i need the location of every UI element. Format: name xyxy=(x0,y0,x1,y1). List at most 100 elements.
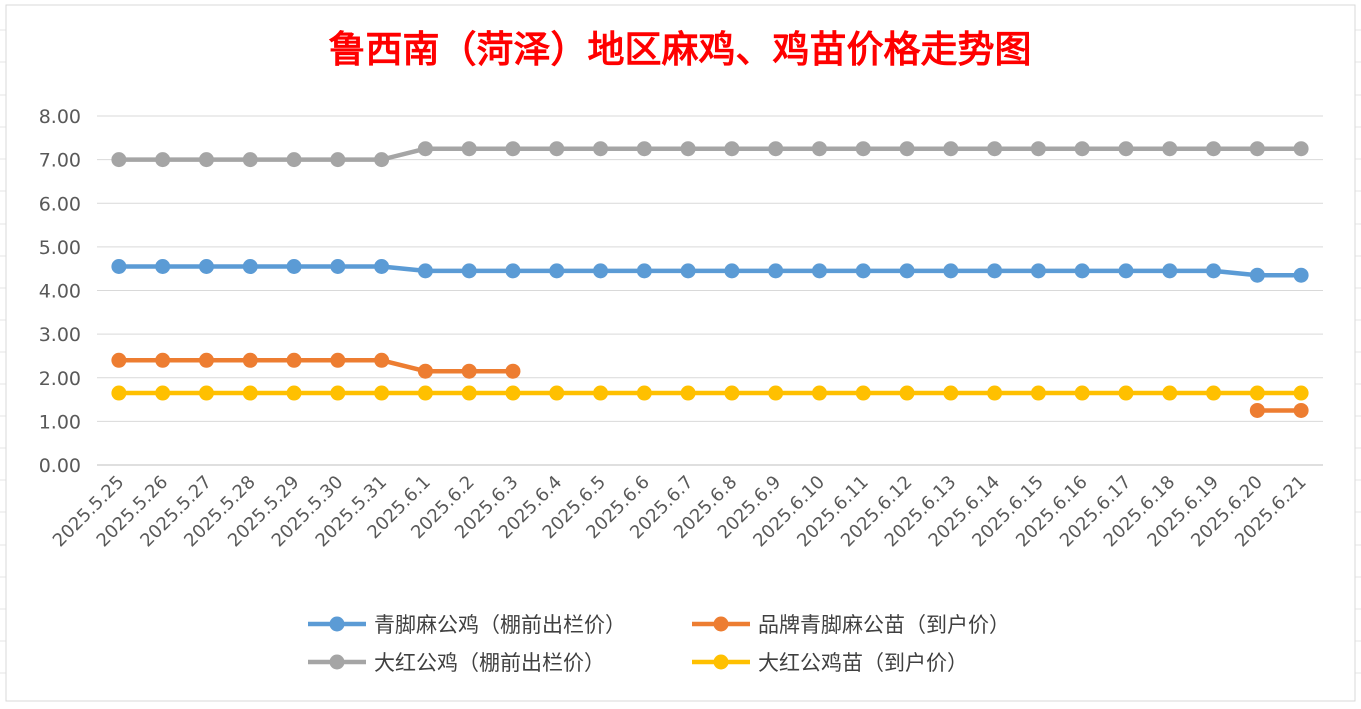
data-point-0 xyxy=(286,259,302,275)
data-point-3 xyxy=(1030,385,1046,401)
y-tick-label: 6.00 xyxy=(39,193,81,215)
legend-marker-3 xyxy=(713,654,729,670)
data-point-3 xyxy=(1074,385,1090,401)
data-point-3 xyxy=(549,385,565,401)
legend-marker-0 xyxy=(329,616,345,632)
y-tick-label: 5.00 xyxy=(39,237,81,259)
data-point-0 xyxy=(1030,263,1046,279)
data-point-3 xyxy=(417,385,433,401)
data-point-3 xyxy=(155,385,171,401)
y-axis-tick-labels: 0.00 1.00 2.00 3.00 4.00 5.00 6.00 7.00 8.00 xyxy=(39,106,81,477)
data-point-2 xyxy=(636,141,652,157)
data-point-0 xyxy=(111,259,127,275)
data-point-3 xyxy=(505,385,521,401)
data-point-0 xyxy=(1249,267,1265,283)
data-point-3 xyxy=(680,385,696,401)
y-tick-label: 3.00 xyxy=(39,324,81,346)
data-point-3 xyxy=(1293,385,1309,401)
data-point-2 xyxy=(505,141,521,157)
data-point-2 xyxy=(1249,141,1265,157)
data-point-0 xyxy=(417,263,433,279)
y-tick-label: 7.00 xyxy=(39,150,81,172)
data-point-0 xyxy=(768,263,784,279)
data-point-0 xyxy=(198,259,214,275)
data-point-1 xyxy=(374,352,390,368)
data-point-0 xyxy=(549,263,565,279)
data-point-0 xyxy=(943,263,959,279)
data-point-1 xyxy=(461,363,477,379)
data-point-3 xyxy=(768,385,784,401)
data-point-0 xyxy=(593,263,609,279)
data-point-3 xyxy=(636,385,652,401)
data-point-3 xyxy=(593,385,609,401)
data-point-0 xyxy=(155,259,171,275)
data-point-0 xyxy=(636,263,652,279)
legend: 青脚麻公鸡（棚前出栏价） 品牌青脚麻公苗（到户价） 大红公鸡（棚前出栏价） 大红公鸡苗… xyxy=(308,613,1010,675)
data-point-2 xyxy=(811,141,827,157)
data-point-0 xyxy=(1074,263,1090,279)
data-point-3 xyxy=(1118,385,1134,401)
data-point-1 xyxy=(111,352,127,368)
data-point-0 xyxy=(242,259,258,275)
data-point-2 xyxy=(987,141,1003,157)
data-point-2 xyxy=(242,152,258,168)
data-point-2 xyxy=(198,152,214,168)
data-point-1 xyxy=(1249,402,1265,418)
data-point-3 xyxy=(286,385,302,401)
legend-label-1: 品牌青脚麻公苗（到户价） xyxy=(758,613,1010,637)
data-point-2 xyxy=(111,152,127,168)
data-point-2 xyxy=(1118,141,1134,157)
series-line-2 xyxy=(118,146,1302,162)
data-point-1 xyxy=(417,363,433,379)
data-point-2 xyxy=(1030,141,1046,157)
data-point-0 xyxy=(374,259,390,275)
data-point-2 xyxy=(549,141,565,157)
data-point-0 xyxy=(1162,263,1178,279)
data-point-3 xyxy=(855,385,871,401)
data-point-3 xyxy=(198,385,214,401)
data-point-2 xyxy=(417,141,433,157)
data-point-2 xyxy=(155,152,171,168)
series-line-0 xyxy=(118,264,1302,278)
data-point-2 xyxy=(461,141,477,157)
data-point-1 xyxy=(242,352,258,368)
data-point-3 xyxy=(330,385,346,401)
data-point-0 xyxy=(330,259,346,275)
spreadsheet-grid xyxy=(0,29,1361,674)
y-tick-label: 1.00 xyxy=(39,411,81,433)
data-point-3 xyxy=(987,385,1003,401)
data-point-2 xyxy=(943,141,959,157)
data-point-3 xyxy=(461,385,477,401)
data-point-0 xyxy=(1206,263,1222,279)
data-point-2 xyxy=(1074,141,1090,157)
data-point-3 xyxy=(1249,385,1265,401)
y-tick-label: 2.00 xyxy=(39,368,81,390)
data-point-1 xyxy=(1293,402,1309,418)
legend-label-2: 大红公鸡（棚前出栏价） xyxy=(374,651,605,675)
chart-title: 鲁西南（菏泽）地区麻鸡、鸡苗价格走势图 xyxy=(329,27,1032,71)
legend-label-3: 大红公鸡苗（到户价） xyxy=(758,651,968,675)
data-point-2 xyxy=(593,141,609,157)
data-point-0 xyxy=(855,263,871,279)
data-point-3 xyxy=(724,385,740,401)
series-points xyxy=(111,141,1309,418)
legend-marker-2 xyxy=(329,654,345,670)
data-point-3 xyxy=(811,385,827,401)
data-point-2 xyxy=(286,152,302,168)
data-point-2 xyxy=(724,141,740,157)
data-point-2 xyxy=(680,141,696,157)
data-point-0 xyxy=(1118,263,1134,279)
y-tick-label: 4.00 xyxy=(39,281,81,303)
data-point-0 xyxy=(461,263,477,279)
data-point-2 xyxy=(1206,141,1222,157)
data-point-3 xyxy=(242,385,258,401)
data-point-2 xyxy=(768,141,784,157)
data-point-2 xyxy=(330,152,346,168)
data-point-0 xyxy=(987,263,1003,279)
chart-area-border xyxy=(5,4,1356,702)
data-point-0 xyxy=(1293,267,1309,283)
legend-marker-1 xyxy=(713,616,729,632)
y-tick-label: 0.00 xyxy=(39,455,81,477)
